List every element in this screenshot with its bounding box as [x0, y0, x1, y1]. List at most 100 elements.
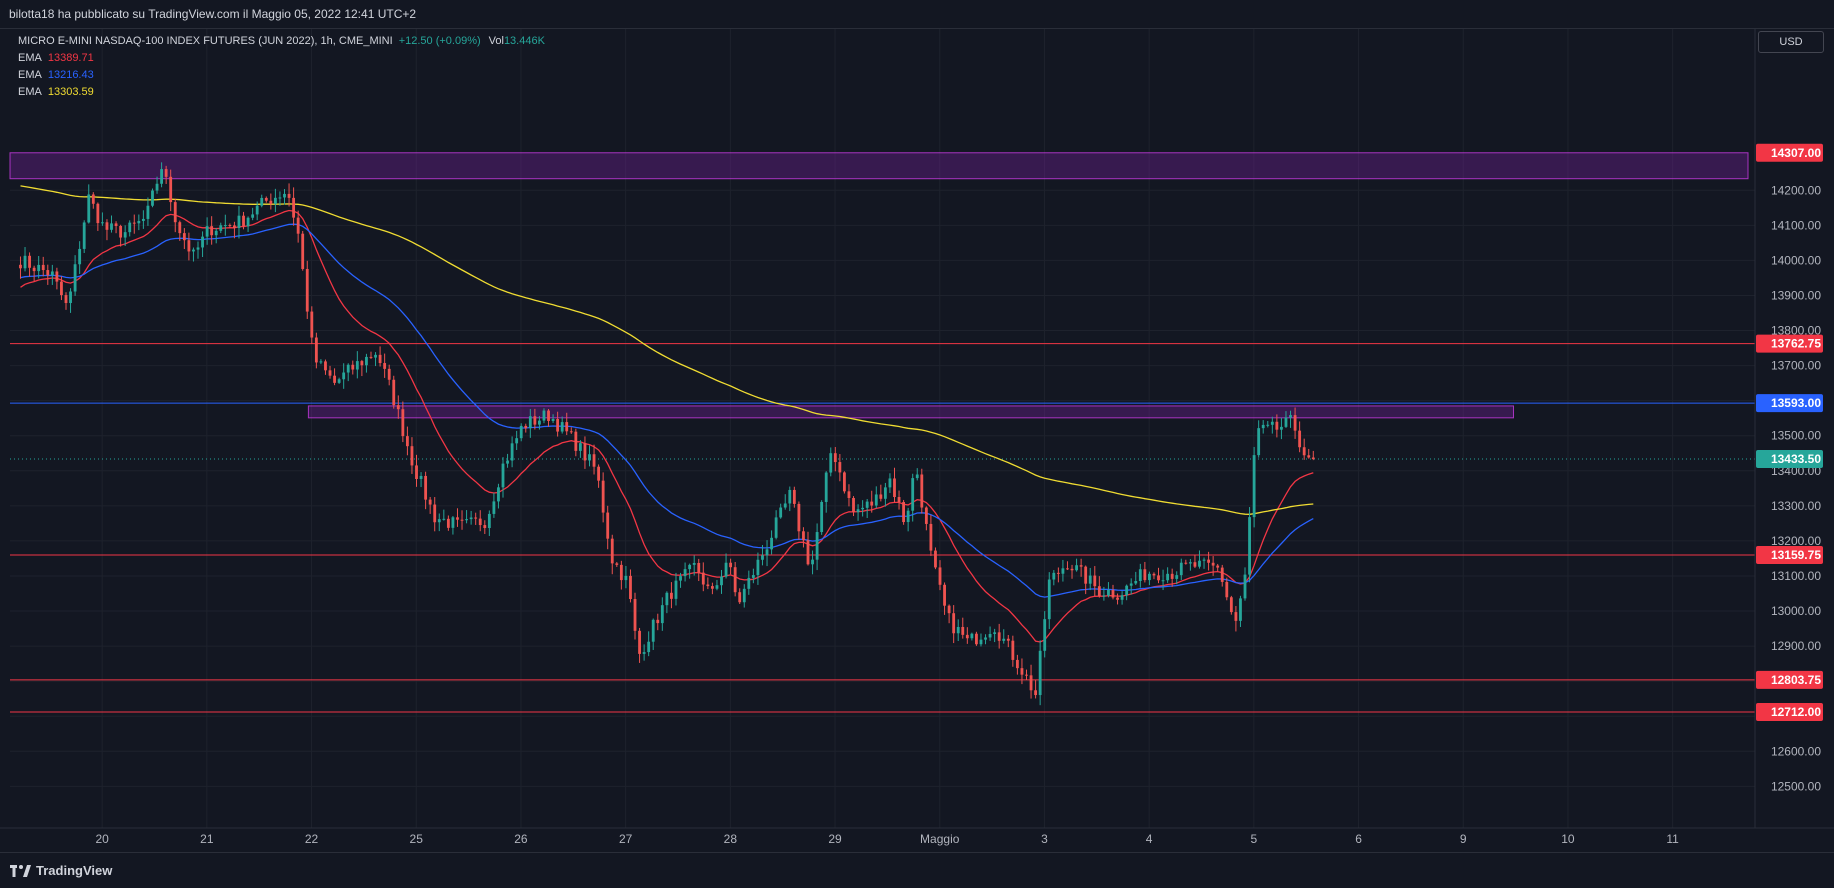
- candle-body: [305, 268, 309, 312]
- candle-body: [205, 226, 209, 237]
- candle-body: [264, 197, 268, 201]
- candle-body: [560, 422, 564, 432]
- candle-body: [19, 264, 22, 269]
- candle-body: [105, 222, 109, 230]
- candle-body: [301, 233, 305, 269]
- ema-legend-1[interactable]: EMA 13389.71: [18, 52, 94, 64]
- price-tick-label: 13800.00: [1771, 324, 1821, 338]
- tradingview-logo[interactable]: TradingView: [10, 863, 112, 878]
- candle-body: [360, 361, 364, 366]
- candle-body: [351, 364, 355, 370]
- candle-body: [1307, 455, 1311, 458]
- price-tick-label: 13100.00: [1771, 569, 1821, 583]
- candle-body: [1225, 581, 1229, 598]
- candle-body: [710, 586, 714, 589]
- candle-body: [733, 567, 737, 593]
- candle-body: [410, 446, 414, 466]
- candle-body: [1029, 675, 1033, 691]
- candle-body: [815, 532, 819, 560]
- candle-body: [683, 569, 687, 577]
- candle-body: [146, 205, 150, 219]
- volume-label: Vol: [488, 35, 504, 47]
- candle-body: [128, 222, 132, 233]
- candle-body: [396, 405, 400, 410]
- candle-body: [37, 264, 41, 272]
- candle-body: [856, 509, 860, 513]
- candle-body: [392, 379, 396, 406]
- candle-body: [701, 572, 705, 585]
- candle-body: [374, 354, 377, 358]
- candle-body: [1270, 421, 1274, 425]
- candle-body: [151, 190, 154, 206]
- candle-body: [852, 497, 855, 513]
- currency-button[interactable]: USD: [1758, 31, 1824, 53]
- level-price-label-text: 13762.75: [1771, 337, 1821, 351]
- candle-body: [415, 465, 418, 480]
- price-tick-label: 14200.00: [1771, 183, 1821, 197]
- candle-body: [91, 194, 95, 204]
- candle-body: [975, 633, 978, 645]
- candle-body: [979, 639, 983, 645]
- symbol-header[interactable]: MICRO E-MINI NASDAQ-100 INDEX FUTURES (J…: [18, 35, 545, 47]
- candle-body: [69, 291, 72, 304]
- price-tick-label: 13900.00: [1771, 288, 1821, 302]
- candle-body: [378, 354, 382, 364]
- candle-body: [210, 226, 214, 236]
- tradingview-logo-text: TradingView: [36, 863, 113, 878]
- candle-body: [633, 599, 637, 631]
- candle-body: [1157, 575, 1160, 581]
- candle-body: [924, 507, 928, 524]
- candle-body: [824, 472, 828, 502]
- ema-legend-3[interactable]: EMA 13303.59: [18, 86, 94, 98]
- candle-body: [888, 478, 892, 488]
- candle-body: [874, 494, 878, 506]
- symbol-title: MICRO E-MINI NASDAQ-100 INDEX FUTURES (J…: [18, 35, 393, 47]
- candle-body: [615, 563, 619, 565]
- candle-body: [478, 518, 482, 526]
- candle-body: [788, 489, 792, 504]
- time-axis[interactable]: 20 21 22 25 26 27 28 29 Maggio 3 4 5 6 9 10 11: [0, 827, 1834, 846]
- level-price-label: [1756, 670, 1823, 689]
- candle-body: [78, 248, 82, 265]
- candle-body: [952, 613, 956, 634]
- candle-body: [720, 576, 723, 586]
- candle-body: [328, 370, 332, 376]
- candle-body: [214, 230, 218, 236]
- ema-legend-2[interactable]: EMA 13216.43: [18, 69, 94, 81]
- candle-body: [319, 361, 323, 363]
- candle-body: [1193, 562, 1197, 567]
- candle-body: [1175, 575, 1179, 579]
- candle-body: [64, 295, 68, 304]
- candle-body: [1311, 457, 1315, 460]
- candle-body: [506, 460, 509, 464]
- candle-body: [1002, 638, 1006, 641]
- ema-legend-label: EMA: [18, 69, 42, 81]
- level-price-label-text: 13159.75: [1771, 548, 1821, 562]
- candle-body: [1216, 565, 1220, 568]
- candle-body: [342, 372, 346, 380]
- candle-body: [1111, 589, 1115, 598]
- candle-body: [269, 200, 273, 204]
- chart-grid: [10, 28, 1755, 828]
- candle-body: [1097, 586, 1101, 597]
- candle-body: [141, 218, 145, 221]
- candle-body: [501, 463, 505, 488]
- candle-body: [1061, 568, 1065, 574]
- footer-bar: TradingView: [0, 852, 1834, 888]
- candle-body: [114, 223, 118, 226]
- candle-body: [442, 518, 446, 520]
- candle-body: [879, 494, 883, 499]
- candle-body: [283, 193, 286, 198]
- time-tick-label: 20: [95, 832, 109, 846]
- candle-body: [779, 507, 783, 518]
- candle-body: [1116, 597, 1119, 600]
- candle-body: [1143, 569, 1147, 581]
- candle-body: [219, 225, 223, 231]
- time-tick-label: 22: [305, 832, 319, 846]
- candle-body: [469, 517, 473, 520]
- candle-body: [533, 416, 537, 425]
- tradingview-logo-icon: [10, 864, 31, 877]
- candle-body: [1107, 589, 1110, 596]
- candle-body: [1161, 580, 1165, 582]
